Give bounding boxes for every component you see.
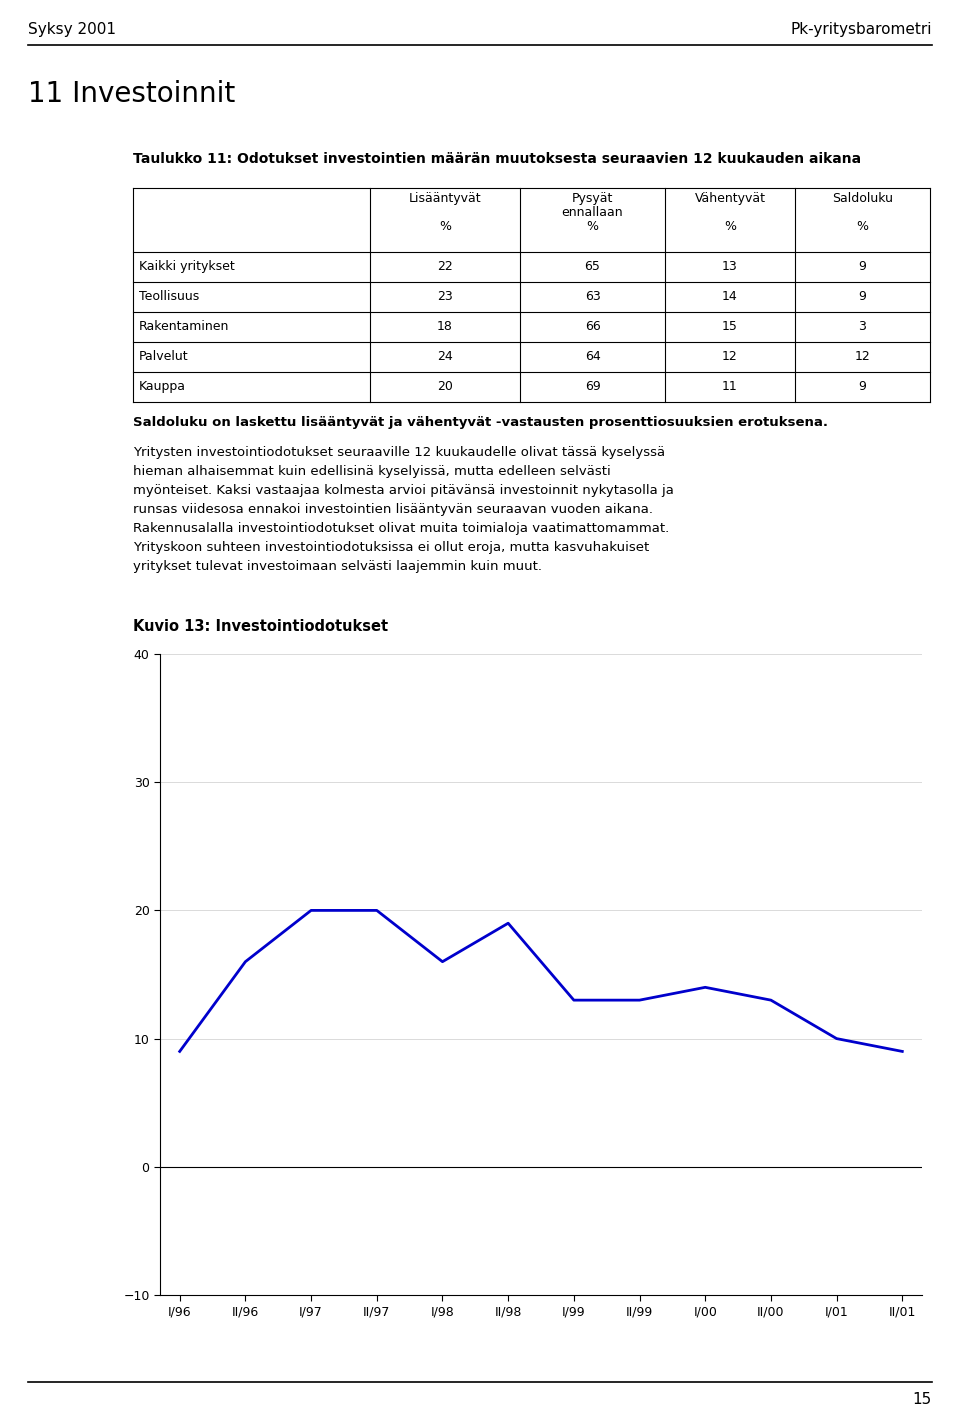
Text: 9: 9 bbox=[858, 290, 867, 303]
Text: Rakentaminen: Rakentaminen bbox=[139, 320, 229, 333]
Text: 12: 12 bbox=[722, 350, 738, 363]
Text: 20: 20 bbox=[437, 380, 453, 393]
Text: 63: 63 bbox=[585, 290, 600, 303]
Text: hieman alhaisemmat kuin edellisinä kyselyissä, mutta edelleen selvästi: hieman alhaisemmat kuin edellisinä kysel… bbox=[133, 465, 611, 478]
Text: 69: 69 bbox=[585, 380, 600, 393]
Text: Pysyät: Pysyät bbox=[572, 191, 613, 205]
Text: 9: 9 bbox=[858, 259, 867, 273]
Text: 11: 11 bbox=[722, 380, 738, 393]
Text: %: % bbox=[587, 220, 598, 232]
Text: Syksy 2001: Syksy 2001 bbox=[28, 23, 116, 37]
Text: Palvelut: Palvelut bbox=[139, 350, 188, 363]
Text: runsas viidesosa ennakoi investointien lisääntyvän seuraavan vuoden aikana.: runsas viidesosa ennakoi investointien l… bbox=[133, 503, 653, 516]
Text: 13: 13 bbox=[722, 259, 738, 273]
Text: Rakennusalalla investointiodotukset olivat muita toimialoja vaatimattomammat.: Rakennusalalla investointiodotukset oliv… bbox=[133, 521, 669, 536]
Text: Teollisuus: Teollisuus bbox=[139, 290, 200, 303]
Text: Kauppa: Kauppa bbox=[139, 380, 186, 393]
Text: Yrityskoon suhteen investointiodotuksissa ei ollut eroja, mutta kasvuhakuiset: Yrityskoon suhteen investointiodotuksiss… bbox=[133, 541, 649, 554]
Text: 23: 23 bbox=[437, 290, 453, 303]
Text: 15: 15 bbox=[913, 1391, 932, 1407]
Text: Vähentyvät: Vähentyvät bbox=[694, 191, 765, 205]
Text: 22: 22 bbox=[437, 259, 453, 273]
Text: myönteiset. Kaksi vastaajaa kolmesta arvioi pitävänsä investoinnit nykytasolla j: myönteiset. Kaksi vastaajaa kolmesta arv… bbox=[133, 485, 674, 497]
Text: Taulukko 11: Odotukset investointien määrän muutoksesta seuraavien 12 kuukauden : Taulukko 11: Odotukset investointien mää… bbox=[133, 152, 861, 166]
Text: 12: 12 bbox=[854, 350, 871, 363]
Text: 9: 9 bbox=[858, 380, 867, 393]
Text: 15: 15 bbox=[722, 320, 738, 333]
Text: %: % bbox=[724, 220, 736, 232]
Text: Saldoluku on laskettu lisääntyvät ja vähentyvät -vastausten prosenttiosuuksien e: Saldoluku on laskettu lisääntyvät ja väh… bbox=[133, 417, 828, 429]
Text: %: % bbox=[856, 220, 869, 232]
Text: 11 Investoinnit: 11 Investoinnit bbox=[28, 79, 235, 108]
Text: Lisääntyvät: Lisääntyvät bbox=[409, 191, 481, 205]
Text: 14: 14 bbox=[722, 290, 738, 303]
Text: yritykset tulevat investoimaan selvästi laajemmin kuin muut.: yritykset tulevat investoimaan selvästi … bbox=[133, 560, 542, 572]
Text: 64: 64 bbox=[585, 350, 600, 363]
Text: Kuvio 13: Investointiodotukset: Kuvio 13: Investointiodotukset bbox=[133, 619, 388, 633]
Text: Kaikki yritykset: Kaikki yritykset bbox=[139, 259, 235, 273]
Text: 65: 65 bbox=[585, 259, 600, 273]
Text: 18: 18 bbox=[437, 320, 453, 333]
Text: Saldoluku: Saldoluku bbox=[832, 191, 893, 205]
Text: %: % bbox=[439, 220, 451, 232]
Text: 24: 24 bbox=[437, 350, 453, 363]
Text: Yritysten investointiodotukset seuraaville 12 kuukaudelle olivat tässä kyselyssä: Yritysten investointiodotukset seuraavil… bbox=[133, 446, 665, 459]
Text: 66: 66 bbox=[585, 320, 600, 333]
Text: ennallaan: ennallaan bbox=[562, 205, 623, 220]
Text: Pk-yritysbarometri: Pk-yritysbarometri bbox=[790, 23, 932, 37]
Text: 3: 3 bbox=[858, 320, 867, 333]
